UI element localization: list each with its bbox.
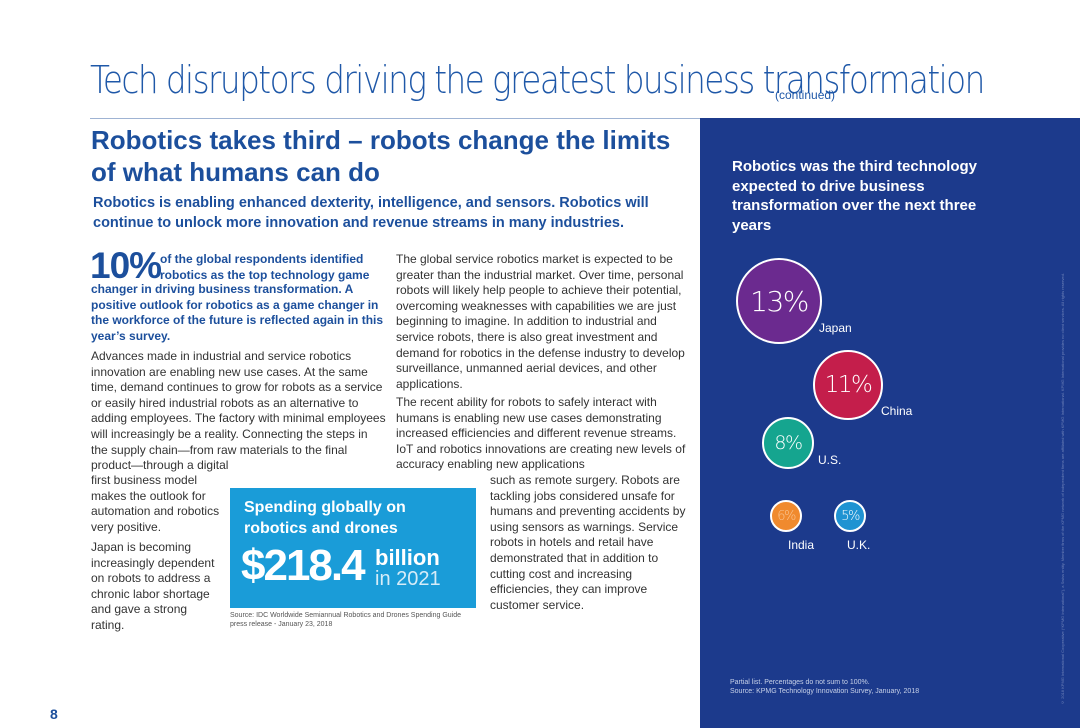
panel-source-note: Partial list. Percentages do not sum to … xyxy=(730,679,870,686)
body-paragraph-advances: Advances made in industrial and service … xyxy=(91,349,386,473)
stat-lead-text-continued: changer in driving business transformati… xyxy=(91,282,384,343)
stat-percentage: 10% xyxy=(90,245,162,286)
panel-source-citation: Source: KPMG Technology Innovation Surve… xyxy=(730,688,920,695)
title-divider xyxy=(90,118,700,119)
bubble-uk: 5% xyxy=(834,500,866,532)
stat-lead-text: of the global respondents identified rob… xyxy=(160,252,370,282)
panel-title: Robotics was the third technology expect… xyxy=(732,158,978,234)
callout-year: in 2021 xyxy=(375,568,441,590)
stats-panel xyxy=(700,118,1080,728)
page-number: 8 xyxy=(50,706,58,722)
bubble-japan: 13% xyxy=(736,258,822,344)
continued-label: (continued) xyxy=(775,88,836,102)
bubble-us: 8% xyxy=(762,417,814,469)
bubble-label-china: China xyxy=(881,404,913,418)
bubble-label-india: India xyxy=(788,538,815,552)
body-paragraph-advances-continued: first business model makes the outlook f… xyxy=(91,473,220,534)
page-title: Tech disruptors driving the greatest bus… xyxy=(90,58,985,102)
body-paragraph-japan: Japan is becoming increasingly dependent… xyxy=(91,540,215,632)
callout-heading: Spending globally on robotics and drones xyxy=(244,499,406,537)
bubble-label-us: U.S. xyxy=(818,453,842,467)
panel-source: Partial list. Percentages do not sum to … xyxy=(730,678,1050,696)
body-paragraph-safe-interaction: The recent ability for robots to safely … xyxy=(396,395,686,472)
bubble-label-uk: U.K. xyxy=(847,538,871,552)
vertical-legal-text: © 2018 KPMG International Cooperative (“… xyxy=(1060,273,1065,705)
spending-callout: Spending globally on robotics and drones… xyxy=(230,488,476,608)
bubble-india: 6% xyxy=(770,500,802,532)
section-intro: Robotics is enabling enhanced dexterity,… xyxy=(93,195,649,231)
body-paragraph-service-market: The global service robotics market is ex… xyxy=(396,252,685,391)
bubble-label-japan: Japan xyxy=(819,321,852,335)
bubble-china: 11% xyxy=(813,350,883,420)
callout-unit: billion xyxy=(375,545,440,570)
section-heading: Robotics takes third – robots change the… xyxy=(91,125,671,187)
callout-source: Source: IDC Worldwide Semiannual Robotic… xyxy=(230,612,461,628)
callout-amount: $218.4 xyxy=(241,541,366,590)
body-paragraph-safe-interaction-continued: such as remote surgery. Robots are tackl… xyxy=(490,473,686,612)
